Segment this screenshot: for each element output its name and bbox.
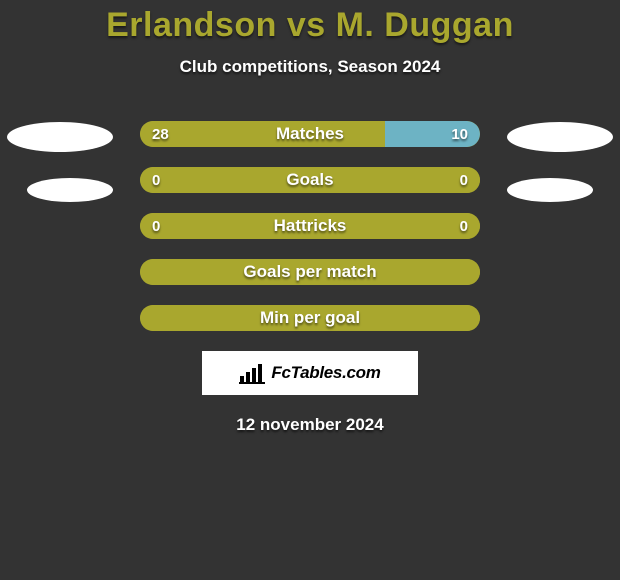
- stat-bar: [140, 305, 480, 331]
- stat-row: Goals00: [140, 167, 480, 193]
- bar-fill-left: [140, 259, 480, 285]
- player2-badge-top: [507, 122, 613, 152]
- bar-fill-left: [140, 305, 480, 331]
- stat-row: Matches2810: [140, 121, 480, 147]
- bar-fill-left: [140, 213, 480, 239]
- player1-name: Erlandson: [106, 6, 277, 44]
- stat-row: Min per goal: [140, 305, 480, 331]
- title-vs: vs: [287, 6, 336, 44]
- player2-badge-bottom: [507, 178, 593, 202]
- bar-chart-icon: [239, 362, 265, 384]
- logo-box: FcTables.com: [202, 351, 418, 395]
- player1-badge-top: [7, 122, 113, 152]
- player1-badge-bottom: [27, 178, 113, 202]
- stat-bar: [140, 167, 480, 193]
- stat-bar: [140, 121, 480, 147]
- date-text: 12 november 2024: [0, 415, 620, 435]
- bar-fill-right: [385, 121, 480, 147]
- stat-bar: [140, 213, 480, 239]
- logo-text: FcTables.com: [271, 363, 380, 383]
- stat-row: Hattricks00: [140, 213, 480, 239]
- subtitle: Club competitions, Season 2024: [0, 57, 620, 77]
- bar-fill-left: [140, 167, 480, 193]
- stat-row: Goals per match: [140, 259, 480, 285]
- page-title: Erlandson vs M. Duggan: [0, 0, 620, 45]
- comparison-rows: Matches2810 Goals00 Hattricks00 Goals per m…: [0, 121, 620, 331]
- stat-bar: [140, 259, 480, 285]
- player2-name: M. Duggan: [336, 6, 514, 44]
- bar-fill-left: [140, 121, 385, 147]
